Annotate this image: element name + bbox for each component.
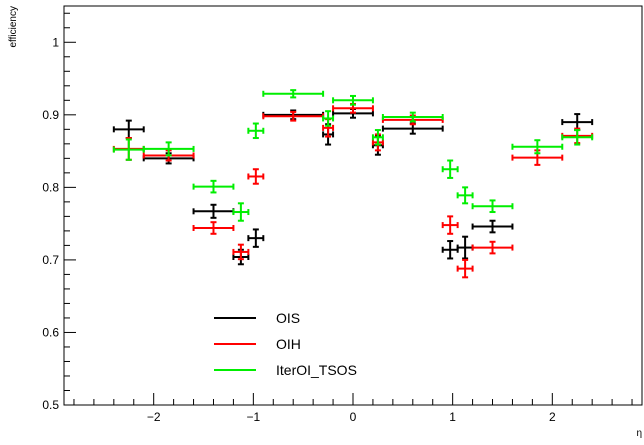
data-point — [471, 219, 514, 234]
y-tick-label: 0.5 — [42, 398, 59, 412]
legend-label: IterOI_TSOS — [276, 362, 357, 378]
data-point — [511, 139, 564, 155]
data-point — [232, 202, 250, 222]
data-series-layer — [112, 89, 594, 279]
data-point — [371, 129, 384, 146]
data-point — [471, 240, 514, 255]
series-iteroi-tsos — [112, 89, 594, 222]
y-tick-label: 0.8 — [42, 180, 59, 194]
x-tick-label: −2 — [147, 410, 161, 424]
x-tick-label: 0 — [350, 410, 357, 424]
data-point — [192, 221, 235, 235]
data-point — [247, 122, 265, 140]
x-axis: −2 −1 0 1 2 — [73, 393, 633, 424]
data-point — [262, 89, 325, 99]
data-point — [247, 168, 265, 185]
data-point — [441, 215, 459, 235]
data-point — [456, 258, 474, 279]
data-point — [322, 110, 335, 127]
y-tick-label: 0.9 — [42, 108, 59, 122]
data-point — [441, 240, 459, 260]
data-point — [471, 199, 514, 214]
legend-label: OIH — [276, 336, 301, 352]
y-axis: 0.5 0.6 0.7 0.8 0.9 1 — [42, 12, 76, 412]
x-tick-label: 1 — [449, 410, 456, 424]
data-point — [247, 228, 265, 248]
x-tick-label: 2 — [549, 410, 556, 424]
legend-label: OIS — [276, 310, 300, 326]
data-point — [142, 141, 195, 157]
y-axis-title: efficiency — [8, 6, 19, 48]
data-point — [561, 129, 594, 146]
data-point — [441, 159, 459, 179]
y-tick-label: 1 — [52, 35, 59, 49]
data-point — [192, 179, 235, 194]
y-tick-label: 0.6 — [42, 325, 59, 339]
x-axis-title: η — [636, 428, 642, 439]
data-point — [381, 111, 444, 123]
y-tick-label: 0.7 — [42, 253, 59, 267]
data-point — [192, 203, 235, 219]
data-point — [232, 243, 250, 261]
data-point — [262, 110, 325, 122]
legend: OIS OIH IterOI_TSOS — [214, 310, 357, 378]
data-point — [456, 186, 474, 205]
data-point — [332, 94, 374, 106]
x-tick-label: −1 — [247, 410, 261, 424]
